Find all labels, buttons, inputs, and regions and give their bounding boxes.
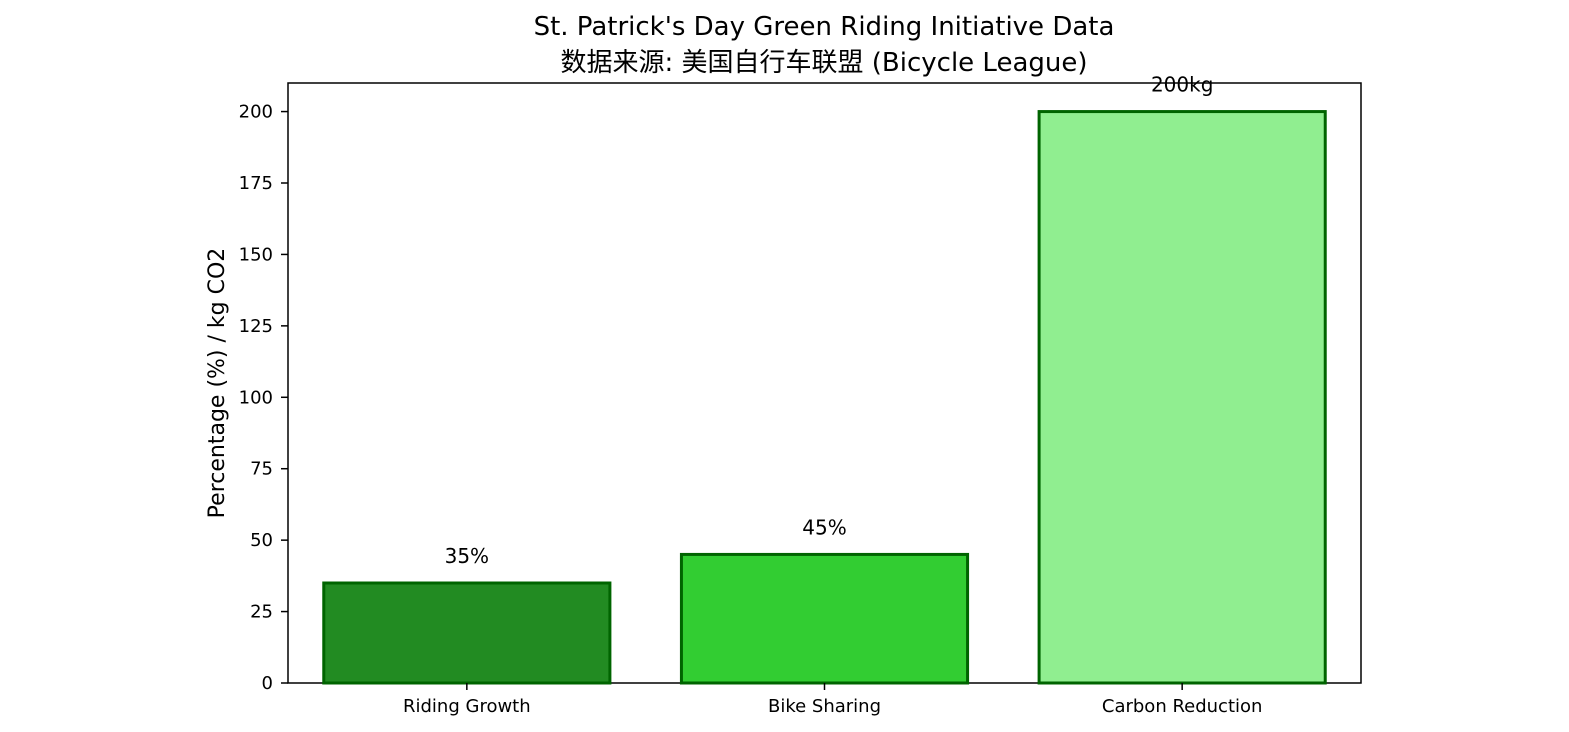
y-axis-label: Percentage (%) / kg CO2 [205, 248, 230, 519]
bar-data-label: 35% [445, 544, 489, 568]
x-tick-label: Carbon Reduction [1102, 696, 1263, 717]
y-tick-label: 75 [250, 459, 273, 480]
x-tick-label: Bike Sharing [768, 696, 881, 717]
bar-bike-sharing [679, 552, 970, 685]
y-tick-label: 175 [239, 173, 273, 194]
x-tick-label: Riding Growth [403, 696, 531, 717]
y-tick-label: 0 [262, 673, 273, 694]
y-tick-label: 150 [239, 244, 273, 265]
y-tick-label: 50 [250, 530, 273, 551]
y-tick-label: 200 [239, 102, 273, 123]
y-axis: 0 25 50 75 100 125 150 175 200 [239, 102, 288, 694]
bar-data-label: 45% [802, 515, 846, 539]
bar-riding-growth [322, 581, 612, 685]
bar-carbon-reduction [1037, 110, 1327, 685]
x-axis: Riding Growth Bike Sharing Carbon Reductio… [403, 683, 1262, 717]
bar-data-label: 200kg [1151, 73, 1213, 97]
y-tick-label: 25 [250, 602, 273, 623]
y-tick-label: 125 [239, 316, 273, 337]
chart-subtitle: 数据来源: 美国自行车联盟 (Bicycle League) [560, 48, 1087, 78]
chart-title: St. Patrick's Day Green Riding Initiativ… [534, 12, 1115, 42]
bars-group: 35% 45% 200kg [322, 73, 1327, 685]
y-tick-label: 100 [239, 387, 273, 408]
